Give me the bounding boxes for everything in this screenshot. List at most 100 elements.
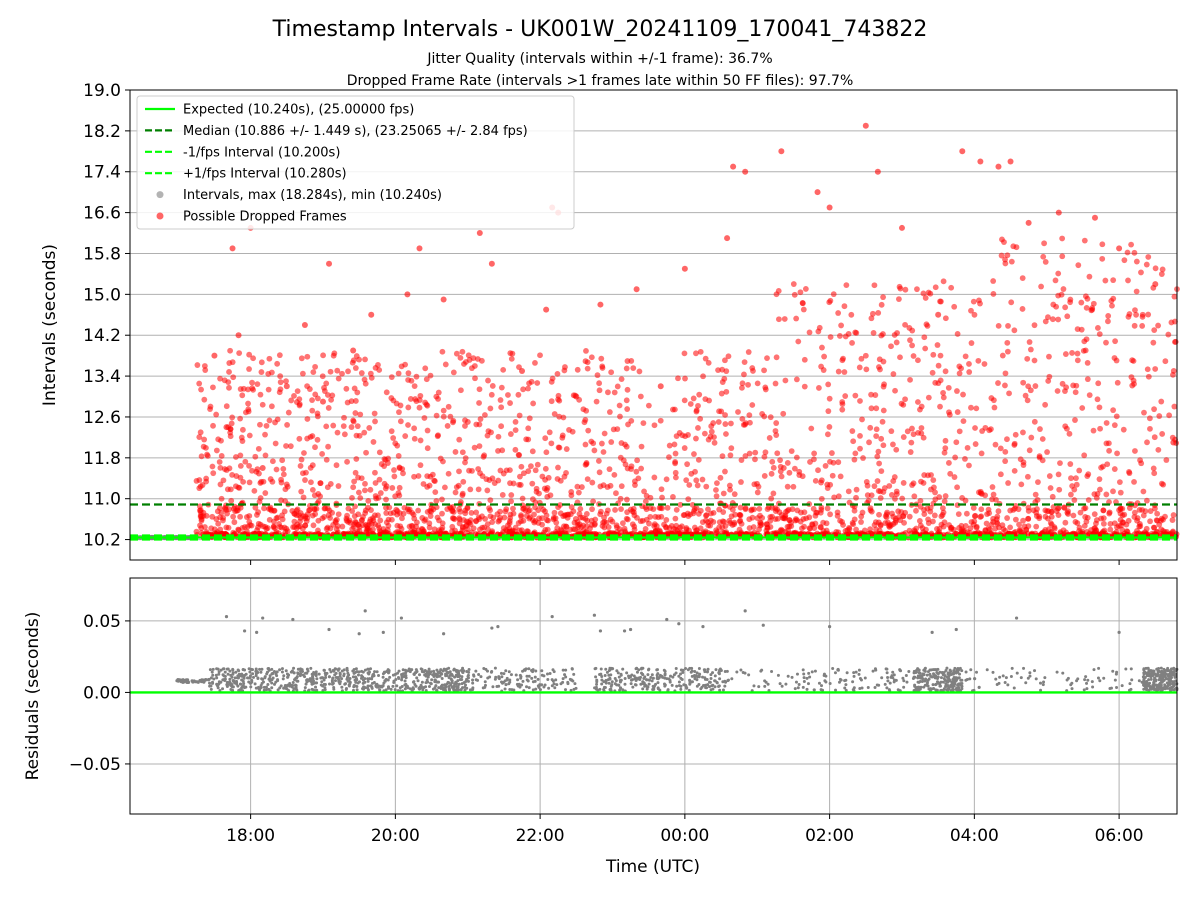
dropped-frame-point [391,474,397,480]
dropped-frame-point [249,523,255,529]
residual-point [255,687,258,690]
dropped-frame-point [1152,281,1158,287]
intervals-y-tick-label: 17.4 [83,163,121,183]
dropped-frame-point [237,416,243,422]
dropped-frame-point [312,506,318,512]
residual-point [415,668,418,671]
dropped-frame-point [948,285,954,291]
residual-point [349,681,352,684]
dropped-frame-point [789,448,795,454]
dropped-frame-point [685,513,691,519]
residual-point [218,681,221,684]
dropped-frame-point [547,429,553,435]
residual-point [791,676,794,679]
dropped-frame-point [632,512,638,518]
dropped-frame-point [1101,521,1107,527]
residual-point [352,685,355,688]
dropped-frame-point [328,481,334,487]
dropped-frame-point [992,405,998,411]
dropped-frame-point [417,393,423,399]
dropped-frame-point [530,401,536,407]
dropped-frame-point [739,385,745,391]
residual-point [417,679,420,682]
dropped-frame-point [456,483,462,489]
dropped-frame-point [808,426,814,432]
dropped-frame-point [672,460,678,466]
dropped-frame-point [613,490,619,496]
dropped-frame-point [1078,300,1084,306]
dropped-frame-point [693,350,699,356]
dropped-frame-point [542,477,548,483]
dropped-frame-point [781,465,787,471]
residual-point [867,686,870,689]
residual-point [229,682,232,685]
dropped-frame-point [327,515,333,521]
dropped-frame-point [991,492,997,498]
dropped-frame-point [1071,513,1077,519]
dropped-frame-point [921,334,927,340]
dropped-frame-point [229,415,235,421]
residual-point [561,681,564,684]
dropped-frame-point [1118,506,1124,512]
dropped-frame-point [1014,244,1020,250]
dropped-frame-point [1139,323,1145,329]
dropped-frame-point [402,505,408,511]
residual-point [604,668,607,671]
residual-point [629,676,632,679]
residual-point [261,678,264,681]
intervals-y-tick-label: 15.8 [83,244,121,264]
residual-point [453,676,456,679]
residual-point [428,685,431,688]
dropped-frame-point [1145,254,1151,260]
dropped-frame-point [848,312,854,318]
dropped-frame-point [866,439,872,445]
residual-point [461,667,464,670]
dropped-frame-point [612,390,618,396]
dropped-frame-point [1046,374,1052,380]
residual-point [428,668,431,671]
dropped-frame-point [258,522,264,528]
residual-point [211,682,214,685]
residual-point [699,687,702,690]
dropped-frame-point [732,512,738,518]
residual-point [603,686,606,689]
dropped-frame-point [283,378,289,384]
dropped-frame-point [466,468,472,474]
dropped-frame-point [575,524,581,530]
dropped-frame-point [682,397,688,403]
residual-point [332,686,335,689]
dropped-frame-point [529,481,535,487]
dropped-frame-point [962,456,968,462]
dropped-frame-point [1009,259,1015,265]
residual-point [566,682,569,685]
dropped-frame-point [456,506,462,512]
dropped-frame-point [922,346,928,352]
residual-point [340,677,343,680]
dropped-frame-point [529,379,535,385]
residual-point [811,670,814,673]
dropped-frame-point [456,437,462,443]
dropped-frame-point [857,433,863,439]
dropped-frame-point [909,482,915,488]
dropped-frame-point [1170,440,1176,446]
dropped-frame-point [302,477,308,483]
dropped-frame-point [692,469,698,475]
residual-point [430,678,433,681]
residual-point [646,673,649,676]
residual-point [423,673,426,676]
dropped-frame-point [477,230,483,236]
dropped-frame-point [487,497,493,503]
dropped-frame-point [867,425,873,431]
dropped-frame-point [667,443,673,449]
dropped-frame-point [954,388,960,394]
residual-point [414,671,417,674]
dropped-frame-point [724,235,730,241]
residual-point [346,672,349,675]
dropped-frame-point [696,392,702,398]
dropped-frame-point [596,380,602,386]
dropped-frame-point [436,517,442,523]
dropped-frame-point [619,440,625,446]
residual-point [846,671,849,674]
dropped-frame-point [738,512,744,518]
dropped-frame-point [427,508,433,514]
